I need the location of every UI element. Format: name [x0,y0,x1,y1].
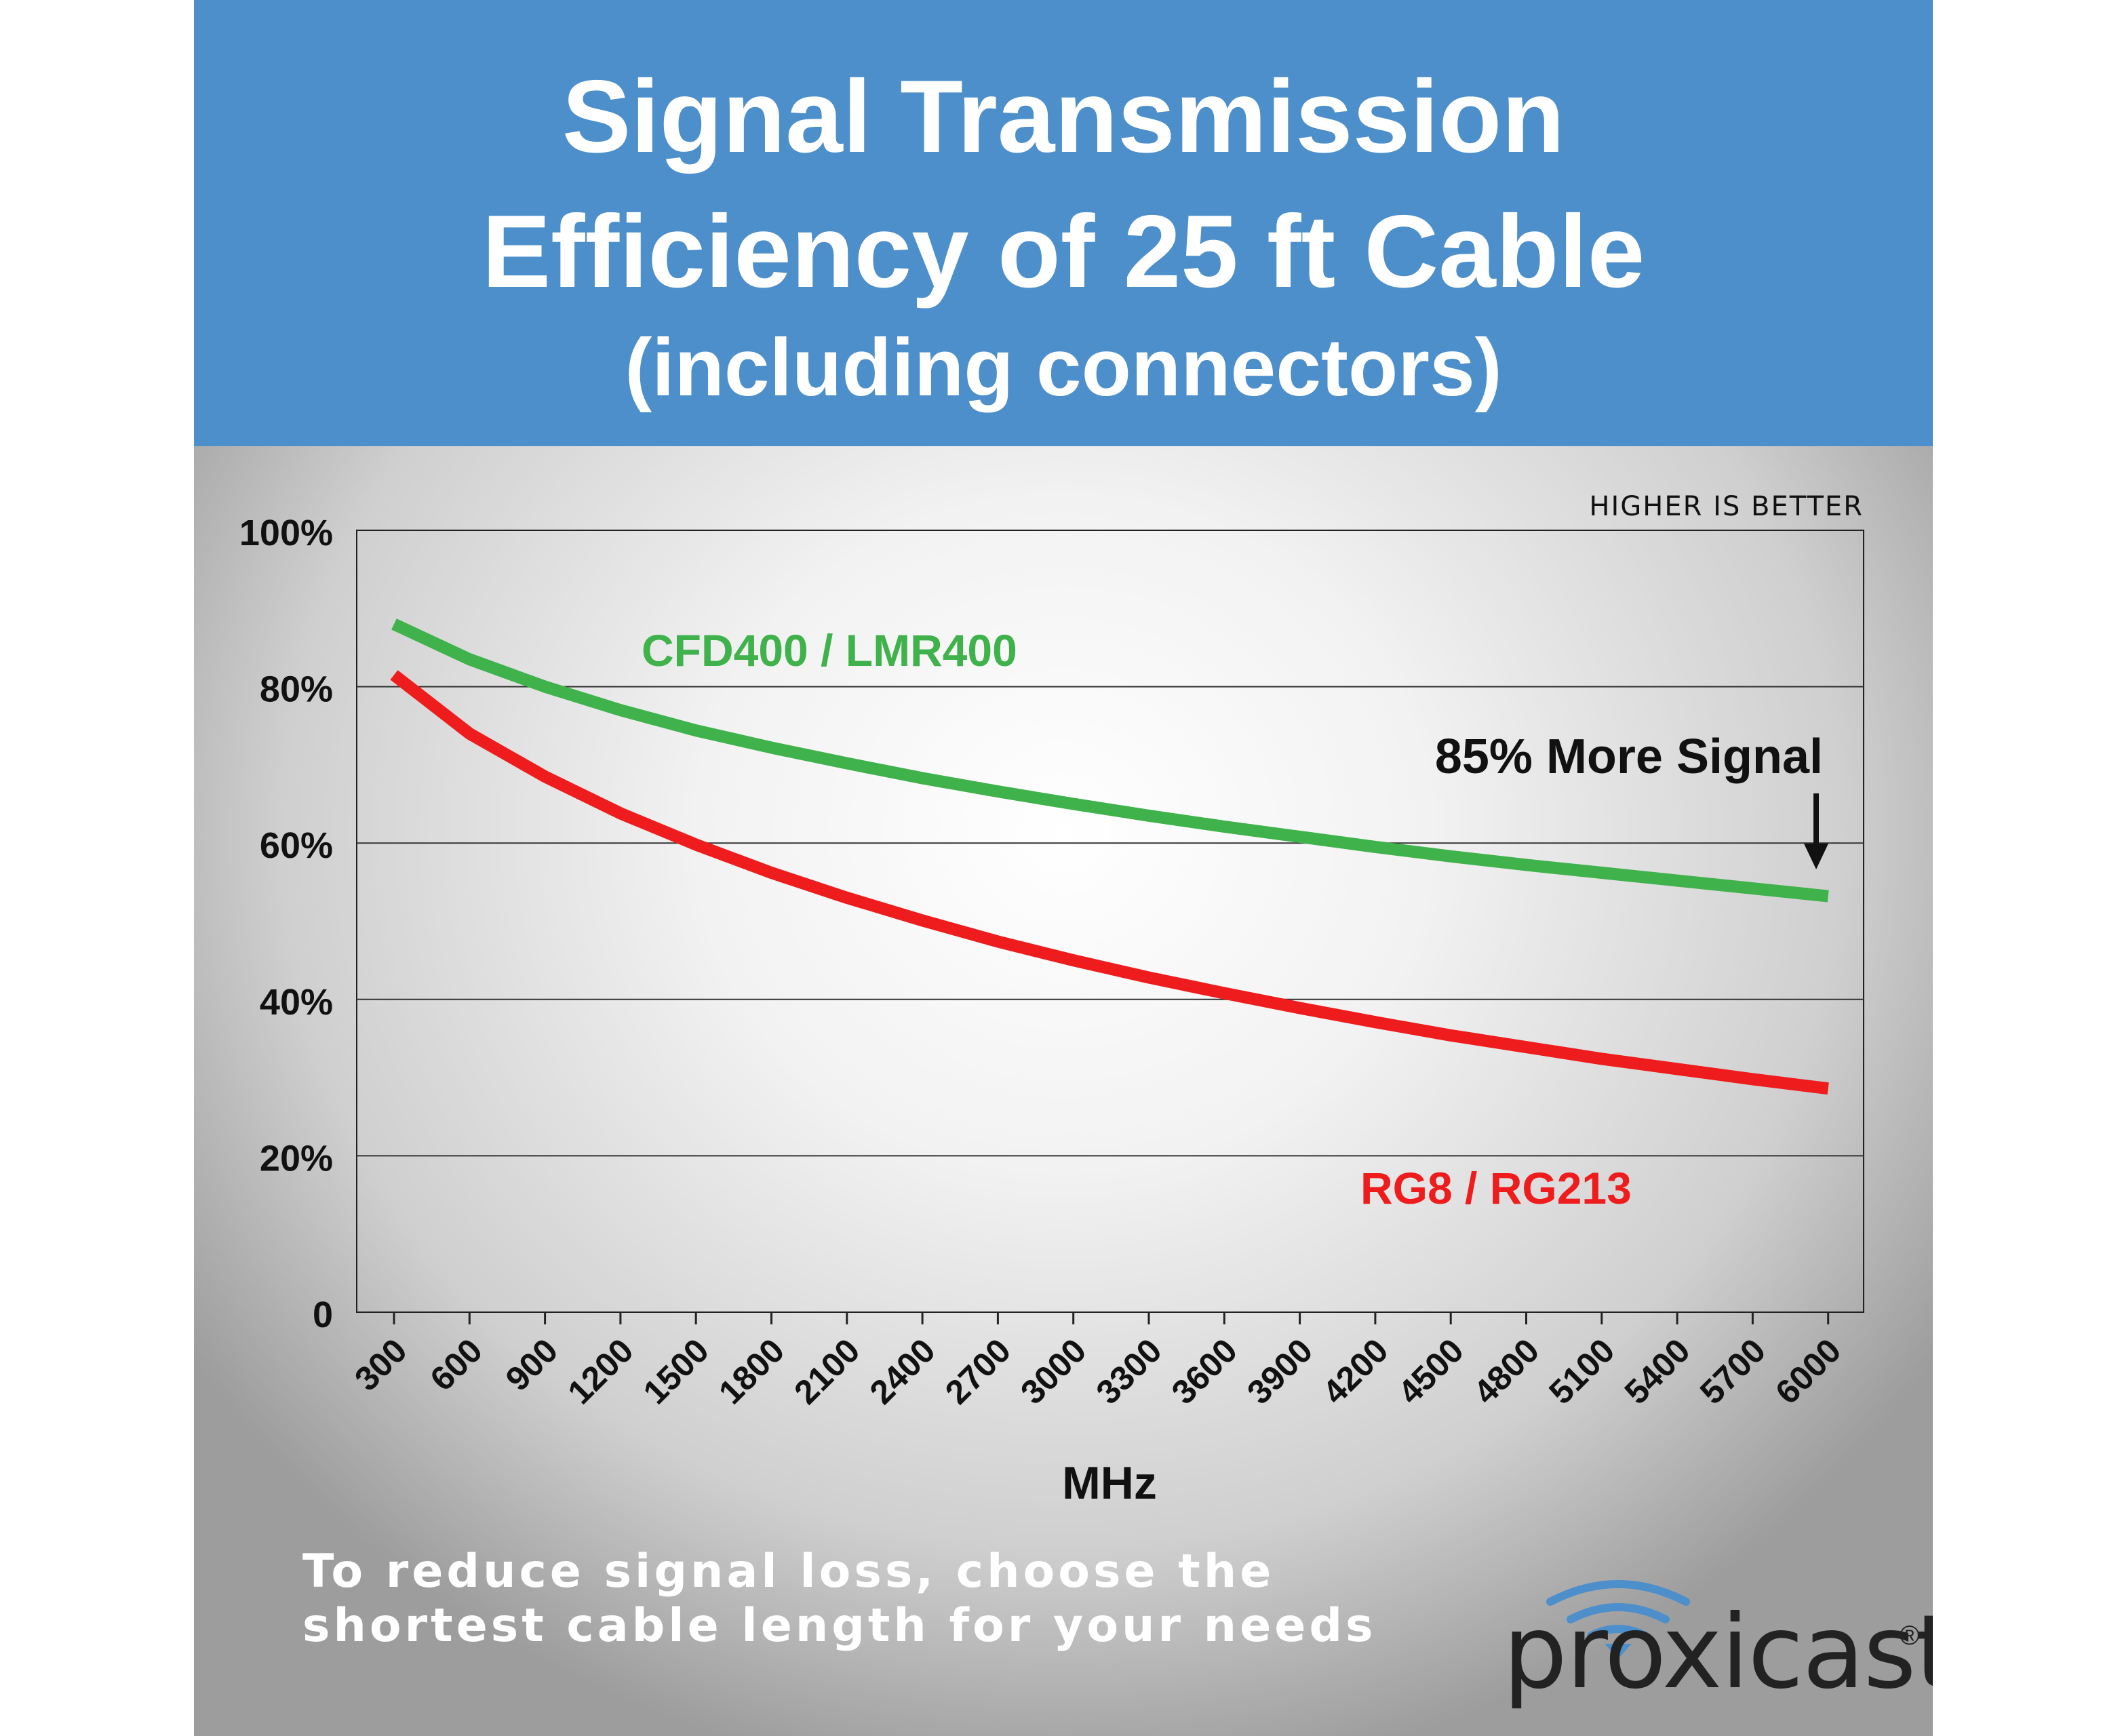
gridlines [357,686,1864,1157]
registered-mark: ® [1900,1621,1920,1651]
x-tick-label: 1200 [560,1331,640,1411]
x-axis-tick-labels: 300 600 9001200150018002100240027003000330… [347,1331,1848,1411]
y-axis-tick-labels: 0 20% 40% 60% 80% 100% [239,513,333,1335]
x-tick-label: 300 [347,1331,414,1398]
footer-note: To reduce signal loss, choose the shorte… [302,1545,1376,1653]
x-tick-label: 5700 [1693,1331,1773,1411]
series-lines [390,618,1829,1095]
x-tick-label: 1800 [711,1331,791,1411]
x-tick-label: 3900 [1240,1331,1320,1411]
x-tick-label: 2400 [863,1331,943,1411]
series-line-0 [391,618,1829,903]
footer-note-line-2: shortest cable length for your needs [302,1599,1377,1653]
plot-area-frame [356,530,1864,1313]
higher-is-better-note: HIGHER IS BETTER [1589,491,1864,522]
y-tick-label: 20% [260,1138,333,1179]
x-tick-label: 2100 [787,1331,867,1411]
y-tick-label: 0 [313,1295,333,1335]
series-line-1 [390,670,1829,1095]
y-tick-label: 60% [260,825,333,866]
y-tick-label: 80% [260,669,333,710]
more-signal-annotation: 85% More Signal [1435,730,1823,784]
x-tick-label: 4500 [1391,1331,1471,1411]
title-line-1: Signal Transmission [562,59,1565,174]
x-tick-label: 3600 [1164,1331,1244,1411]
x-tick-label: 4800 [1466,1331,1546,1411]
subtitle: (including connectors) [625,322,1502,413]
footer-note-line-1: To reduce signal loss, choose the [302,1545,1275,1598]
x-tick-label: 3000 [1013,1331,1093,1411]
x-tick-label: 2700 [938,1331,1018,1411]
x-tick-label: 4200 [1315,1331,1395,1411]
efficiency-line-chart: 020%40%60%80%100% 300 600 9001200150018002… [239,491,1864,1509]
y-tick-label: 40% [260,982,333,1023]
proxicast-logo: proxicast ® [1503,1560,1933,1736]
series-points [388,618,1834,1094]
x-tick-label: 5400 [1617,1331,1697,1411]
title-banner: Signal Transmission Efficiency of 25 ft … [194,0,1933,446]
series-label-rg8: RG8 / RG213 [1360,1163,1632,1213]
brand-name: proxicast [1503,1594,1933,1712]
down-arrow-icon [1804,793,1828,869]
x-tick-label: 1500 [636,1331,716,1411]
x-axis-title: MHz [1062,1457,1157,1509]
x-tick-label: 900 [498,1331,566,1398]
x-tick-label: 6000 [1768,1331,1848,1411]
wifi-signal-icon [1546,1580,1690,1659]
x-tick-label: 5100 [1541,1331,1622,1411]
infographic-panel: Signal Transmission Efficiency of 25 ft … [194,0,1933,1736]
series-label-cfd400: CFD400 / LMR400 [642,625,1017,675]
x-tick-label: 3300 [1089,1331,1169,1411]
title-line-2: Efficiency of 25 ft Cable [482,194,1645,309]
y-tick-label: 100% [239,513,333,553]
x-axis-ticks [393,1312,1830,1324]
x-tick-label: 600 [423,1331,490,1398]
